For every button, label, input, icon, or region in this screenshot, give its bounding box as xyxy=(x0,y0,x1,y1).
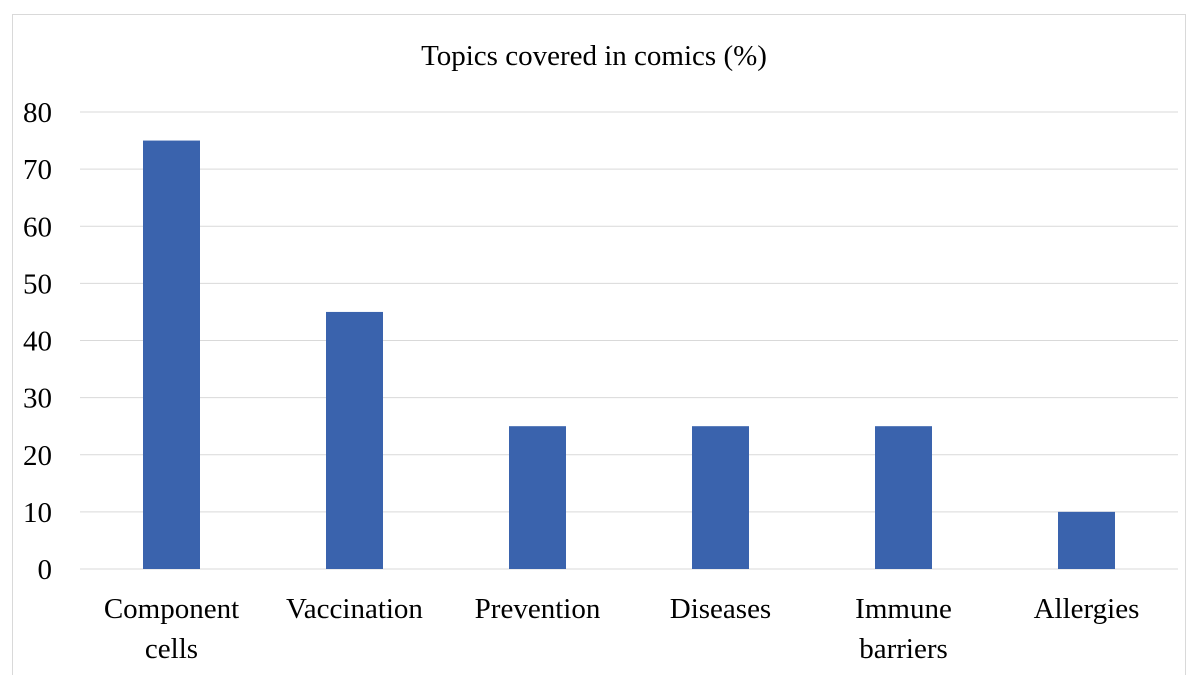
gridlines xyxy=(80,111,1178,570)
bars xyxy=(143,140,1115,569)
y-tick-label: 10 xyxy=(23,497,52,529)
bar xyxy=(692,426,749,569)
y-tick-label: 30 xyxy=(23,383,52,415)
x-axis-labels: Component cells Vaccination Prevention Disea… xyxy=(104,593,1140,665)
x-tick-label: cells xyxy=(145,633,198,665)
bar xyxy=(1058,511,1115,569)
y-tick-label: 70 xyxy=(23,154,52,186)
y-tick-label: 50 xyxy=(23,268,52,300)
y-tick-label: 20 xyxy=(23,440,52,472)
bar xyxy=(875,426,932,569)
x-tick-label: barriers xyxy=(859,633,948,665)
x-tick-label: Component xyxy=(104,593,239,625)
chart-frame xyxy=(12,14,1186,675)
bar xyxy=(509,426,566,569)
y-tick-label: 0 xyxy=(38,554,53,586)
x-tick-label: Prevention xyxy=(475,593,601,625)
x-tick-label: Immune xyxy=(855,593,952,625)
chart-title: Topics covered in comics (%) xyxy=(421,40,767,72)
y-tick-label: 60 xyxy=(23,211,52,243)
bar xyxy=(326,311,383,569)
y-tick-label: 80 xyxy=(23,97,52,129)
y-tick-label: 40 xyxy=(23,326,52,358)
y-axis-ticks: 0 10 20 30 40 50 60 70 80 xyxy=(23,97,52,586)
x-tick-label: Diseases xyxy=(670,593,771,625)
x-tick-label: Allergies xyxy=(1034,593,1140,625)
x-tick-label: Vaccination xyxy=(286,593,423,625)
bar xyxy=(143,140,200,569)
